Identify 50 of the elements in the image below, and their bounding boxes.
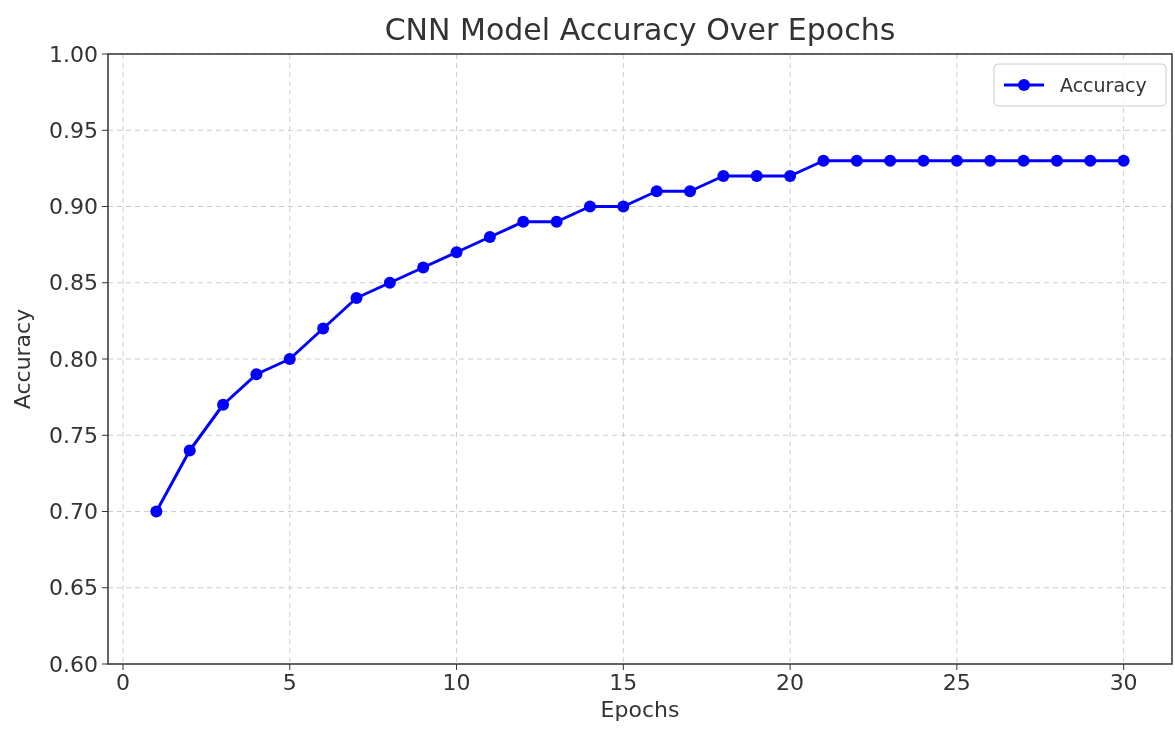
point (217, 398, 230, 411)
point (684, 185, 697, 198)
x-axis-title: Epochs (600, 697, 680, 722)
x-tick-label: 25 (942, 670, 971, 695)
y-tick-label: 0.90 (49, 194, 98, 220)
x-tick-label: 0 (116, 670, 131, 695)
y-tick-label: 0.75 (49, 422, 98, 448)
point (583, 200, 596, 213)
point (650, 185, 663, 198)
y-axis-title: Accuracy (10, 308, 35, 410)
y-tick-label: 0.80 (49, 346, 98, 372)
y-tick-label: 0.95 (49, 117, 98, 143)
x-tick-label: 30 (1109, 670, 1138, 695)
x-tick-label: 5 (282, 670, 297, 695)
point (817, 154, 830, 167)
point (550, 215, 563, 228)
legend-label: Accuracy (1060, 73, 1147, 96)
y-tick-label: 0.70 (49, 499, 98, 525)
point (150, 505, 163, 518)
y-tick-label: 0.60 (49, 651, 98, 677)
x-tick-label: 15 (609, 670, 638, 695)
point (283, 353, 296, 365)
point (517, 215, 530, 228)
y-tick-label: 0.65 (49, 575, 98, 601)
y-tick-label: 1.00 (49, 41, 98, 67)
point (1017, 154, 1030, 167)
point (317, 322, 330, 335)
point (850, 154, 863, 167)
point (950, 154, 963, 167)
point (917, 154, 930, 167)
chart-title: CNN Model Accuracy Over Epochs (384, 12, 896, 47)
x-tick-label: 10 (442, 670, 471, 695)
point (383, 276, 396, 289)
point (1084, 154, 1097, 167)
point (984, 154, 997, 167)
x-tick-label: 20 (776, 670, 805, 695)
point (450, 246, 463, 259)
point (717, 170, 730, 182)
point (750, 170, 763, 182)
point (1117, 154, 1130, 167)
point (1050, 154, 1063, 167)
point (884, 154, 897, 167)
point (417, 261, 430, 274)
point (483, 231, 496, 243)
point (183, 444, 196, 457)
point (250, 368, 263, 381)
point (350, 292, 363, 304)
point (784, 170, 797, 182)
point (617, 200, 630, 213)
y-tick-label: 0.85 (49, 270, 98, 296)
